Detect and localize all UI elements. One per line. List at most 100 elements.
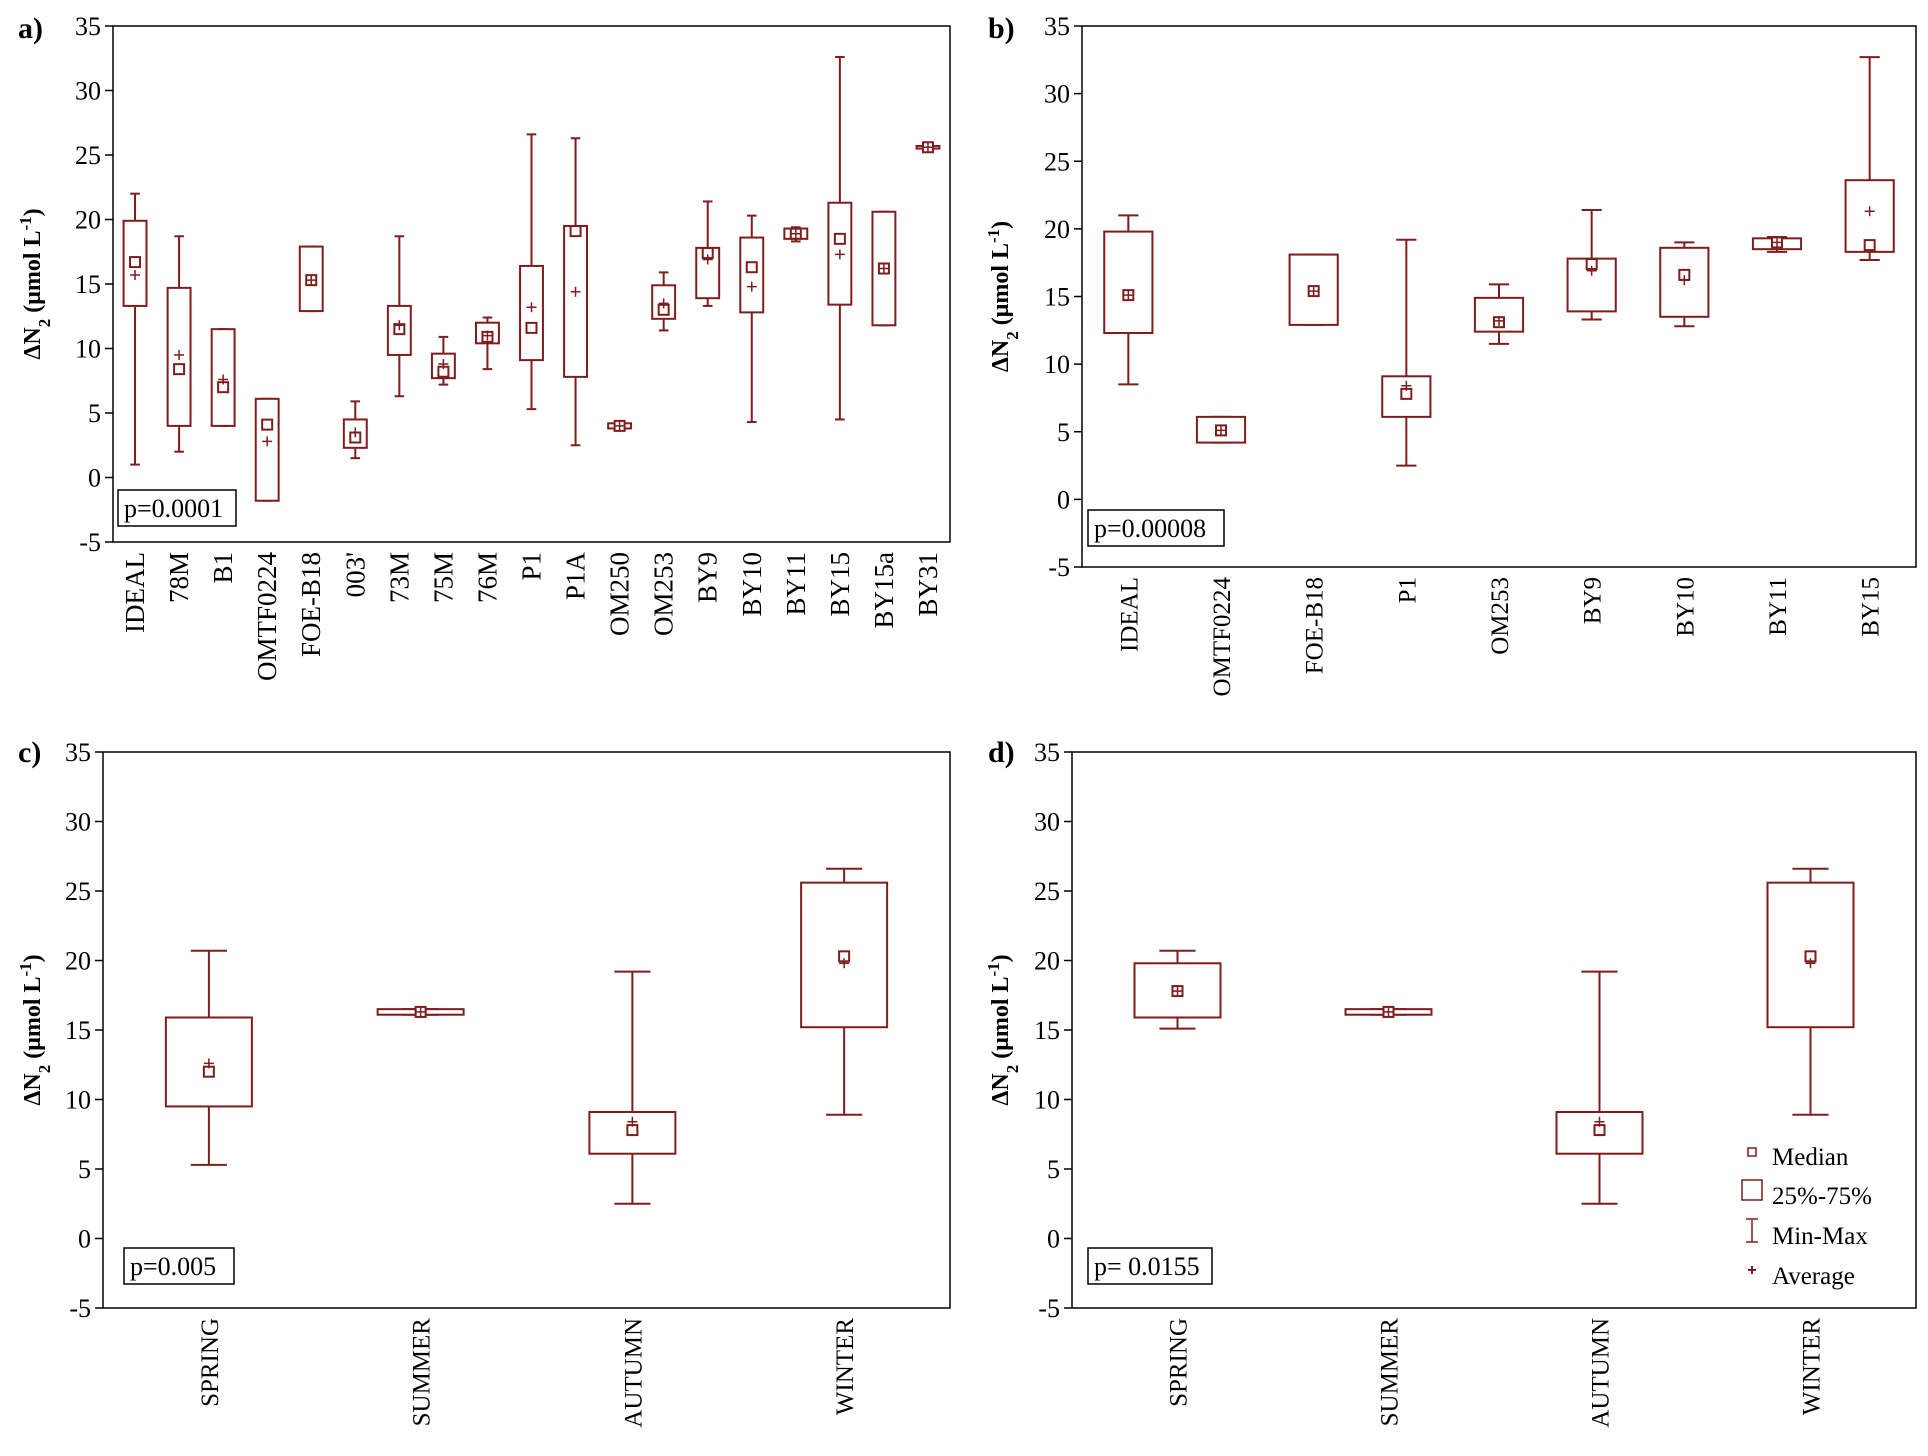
y-tick-label: 35 — [75, 12, 101, 41]
y-axis-title: ΔN2 (μmol L-1) — [984, 221, 1022, 372]
pvalue-label: p= 0.0155 — [1094, 1252, 1200, 1281]
median-marker — [173, 363, 186, 376]
category-label: BY15 — [1858, 577, 1885, 637]
box-WINTER — [800, 867, 889, 1116]
iqr-box — [254, 397, 280, 502]
box-SPRING — [1133, 949, 1222, 1030]
y-axis-title-part: (μmol L — [20, 977, 46, 1065]
mean-marker — [614, 420, 625, 431]
category-label: OMTF0224 — [252, 552, 282, 682]
category-label: AUTUMN — [1588, 1318, 1615, 1428]
y-tick-label: -5 — [1038, 1294, 1060, 1323]
panel-label: c) — [18, 736, 41, 769]
y-tick-label: 10 — [1044, 350, 1070, 379]
box-AUTUMN — [588, 970, 677, 1205]
median-marker — [569, 225, 582, 238]
median-marker — [1863, 239, 1876, 252]
y-axis-title-part: -1 — [984, 962, 1003, 976]
median-marker — [745, 261, 758, 274]
iqr-box — [1133, 962, 1222, 1019]
pvalue-label: p=0.005 — [130, 1252, 216, 1281]
y-tick-label: 0 — [1047, 1225, 1060, 1254]
iqr-box — [519, 264, 544, 362]
box-SUMMER — [376, 1005, 465, 1018]
y-tick-label: 20 — [1034, 947, 1060, 976]
category-label: 75M — [428, 552, 458, 603]
y-tick-label: 5 — [1047, 1155, 1060, 1184]
category-label: 003' — [340, 552, 370, 597]
category-label: OM250 — [605, 552, 635, 636]
category-label: OM253 — [649, 552, 679, 636]
box-P1A — [563, 137, 589, 447]
box-BY31 — [915, 141, 941, 154]
box-003' — [342, 400, 368, 460]
category-label: B1 — [208, 552, 238, 584]
legend-box-icon — [1741, 1179, 1763, 1201]
y-tick-label: 5 — [78, 1155, 91, 1184]
box-SPRING — [164, 949, 253, 1166]
mean-marker — [1383, 1006, 1394, 1017]
pvalue-box — [1087, 509, 1225, 547]
mean-marker — [658, 298, 669, 309]
legend-average-icon — [1748, 1266, 1756, 1274]
box-BY10 — [1659, 241, 1710, 328]
mean-marker — [1679, 275, 1690, 286]
y-axis-title-part: 2 — [1003, 331, 1022, 340]
mean-marker — [702, 254, 713, 265]
mean-marker — [1594, 1116, 1605, 1127]
y-tick-label: 15 — [1044, 283, 1070, 312]
category-label: BY11 — [1765, 577, 1792, 636]
y-tick-label: 25 — [1044, 147, 1070, 176]
legend-median-label: Median — [1772, 1144, 1849, 1171]
box-BY15 — [1844, 56, 1895, 261]
y-axis-title-part: (μmol L — [988, 243, 1014, 331]
category-label: WINTER — [1799, 1318, 1826, 1416]
box-BY9 — [695, 200, 721, 307]
y-tick-label: 25 — [1034, 877, 1060, 906]
category-label: BY10 — [737, 552, 767, 617]
y-axis-title-part: ΔN — [20, 1073, 46, 1106]
mean-marker — [415, 1006, 426, 1017]
box-P1 — [1381, 238, 1432, 467]
y-tick-label: 10 — [65, 1086, 91, 1115]
y-tick-label: 0 — [1057, 485, 1070, 514]
mean-marker — [878, 263, 889, 274]
y-tick-label: 10 — [75, 335, 101, 364]
median-marker — [261, 418, 274, 431]
mean-marker — [570, 286, 581, 297]
median-marker — [525, 321, 538, 334]
box-OM250 — [607, 419, 633, 432]
y-axis-title: ΔN2 (μmol L-1) — [16, 954, 54, 1105]
panel-a: -5 0 5 10 15 20 25 30 35 ΔN2 (μmol L-1) a) p=0.0001… — [16, 12, 951, 681]
iqr-box — [1659, 246, 1710, 318]
category-label: BY15a — [869, 552, 899, 629]
box-78M — [166, 235, 192, 453]
y-axis-title: ΔN2 (μmol L-1) — [16, 208, 54, 359]
mean-marker — [1401, 380, 1412, 391]
box-WINTER — [1766, 867, 1855, 1116]
pvalue-label: p=0.0001 — [124, 494, 223, 523]
y-axis-title-part: 2 — [35, 1065, 54, 1074]
category-label: SPRING — [1166, 1318, 1193, 1407]
box-76M — [474, 316, 500, 371]
mean-marker — [839, 958, 850, 969]
legend-box-label: 25%-75% — [1772, 1183, 1872, 1210]
panel-c: -5 0 5 10 15 20 25 30 35 ΔN2 (μmol L-1) c) p=0.005 S… — [16, 736, 951, 1428]
box-SUMMER — [1344, 1005, 1433, 1018]
mean-marker — [526, 302, 537, 313]
category-label: WINTER — [832, 1318, 859, 1416]
median-marker — [129, 256, 142, 269]
category-label: BY11 — [781, 552, 811, 616]
box-BY10 — [739, 214, 765, 424]
y-tick-label: 5 — [1057, 418, 1070, 447]
mean-marker — [1172, 986, 1183, 997]
legend: Median 25%-75% Min-Max Average — [1741, 1144, 1872, 1290]
category-label: AUTUMN — [620, 1318, 647, 1428]
category-label: SUMMER — [1377, 1318, 1404, 1427]
legend-range-label: Min-Max — [1772, 1223, 1868, 1250]
y-tick-label: 25 — [65, 877, 91, 906]
box-BY11 — [1751, 235, 1803, 253]
box-FOE-B18 — [1288, 253, 1339, 326]
mean-marker — [1864, 206, 1875, 217]
